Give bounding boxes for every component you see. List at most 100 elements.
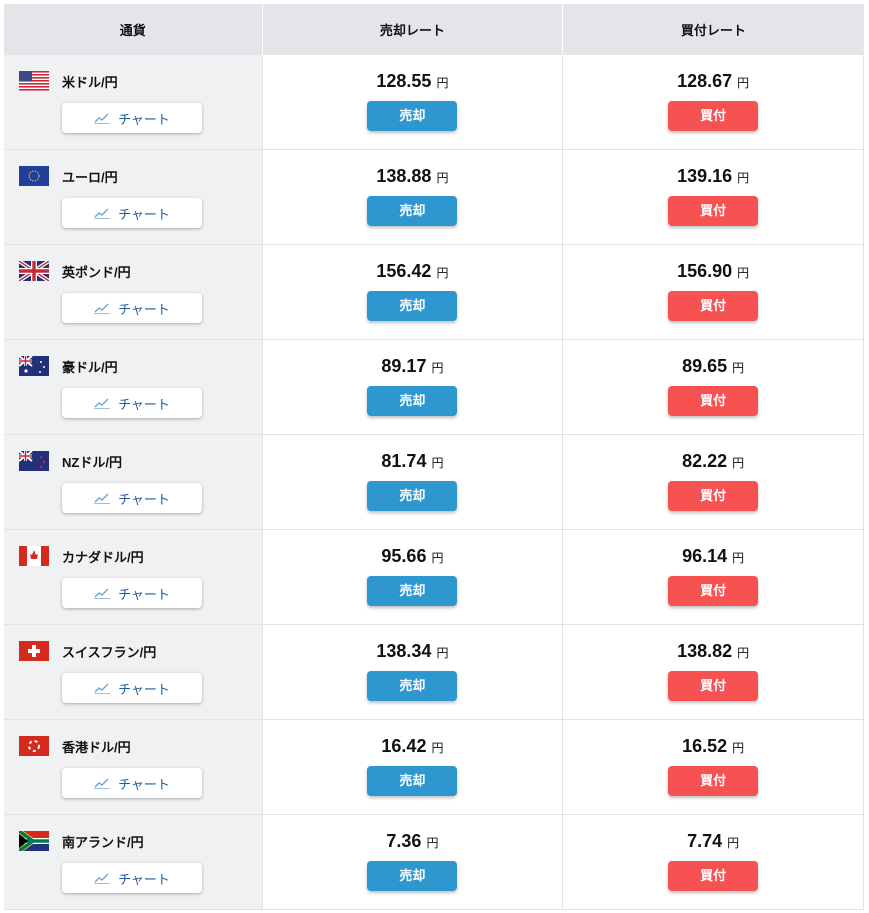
- us-flag-icon: [19, 71, 49, 91]
- sell-rate-cell: 138.88 円売却: [262, 149, 564, 245]
- buy-rate-value: 7.74: [687, 831, 723, 851]
- buy-rate-cell: 96.14 円買付: [562, 529, 864, 625]
- sell-button[interactable]: 売却: [367, 481, 458, 511]
- buy-rate-value: 156.90: [677, 261, 733, 281]
- sell-button[interactable]: 売却: [367, 386, 458, 416]
- buy-rate-value: 128.67: [677, 71, 733, 91]
- currency-pair-name: 南アランド/円: [62, 834, 144, 850]
- chart-label: チャート: [118, 301, 170, 317]
- yen-unit: 円: [436, 76, 449, 90]
- chart-button[interactable]: チャート: [62, 673, 202, 703]
- chart-button[interactable]: チャート: [62, 103, 202, 133]
- line-chart-icon: [94, 113, 111, 124]
- sell-button[interactable]: 売却: [367, 101, 458, 131]
- sell-rate-cell: 89.17 円売却: [262, 339, 564, 435]
- currency-cell: 豪ドル/円 チャート: [4, 339, 263, 435]
- sell-rate-cell: 81.74 円売却: [262, 434, 564, 530]
- line-chart-icon: [94, 398, 111, 409]
- chart-button[interactable]: チャート: [62, 293, 202, 323]
- buy-button[interactable]: 買付: [668, 671, 759, 701]
- chart-button[interactable]: チャート: [62, 578, 202, 608]
- sell-button[interactable]: 売却: [367, 196, 458, 226]
- buy-rate-cell: 16.52 円買付: [562, 719, 864, 815]
- currency-pair-name: 豪ドル/円: [62, 359, 118, 375]
- chart-label: チャート: [118, 586, 170, 602]
- currency-row: 英ポンド/円 チャート 156.42 円売却 156.90 円買付: [4, 244, 864, 340]
- currency-pair-name: ユーロ/円: [62, 169, 118, 185]
- buy-button[interactable]: 買付: [668, 861, 759, 891]
- chart-button[interactable]: チャート: [62, 388, 202, 418]
- hk-flag-icon: [19, 736, 49, 756]
- currency-cell: 米ドル/円 チャート: [4, 55, 263, 150]
- currency-row: カナダドル/円 チャート 95.66 円売却 96.14 円買付: [4, 529, 864, 625]
- currency-row: 米ドル/円 チャート 128.55 円売却 128.67 円買付: [4, 55, 864, 150]
- currency-cell: NZドル/円 チャート: [4, 434, 263, 530]
- chart-button[interactable]: チャート: [62, 198, 202, 228]
- sell-button[interactable]: 売却: [367, 766, 458, 796]
- yen-unit: 円: [431, 741, 444, 755]
- yen-unit: 円: [732, 741, 745, 755]
- yen-unit: 円: [431, 361, 444, 375]
- chart-label: チャート: [118, 396, 170, 412]
- ca-flag-icon: [19, 546, 49, 566]
- currency-cell: 英ポンド/円 チャート: [4, 244, 263, 340]
- chart-button[interactable]: チャート: [62, 483, 202, 513]
- yen-unit: 円: [732, 456, 745, 470]
- buy-button[interactable]: 買付: [668, 386, 759, 416]
- line-chart-icon: [94, 778, 111, 789]
- buy-rate-cell: 156.90 円買付: [562, 244, 864, 340]
- line-chart-icon: [94, 873, 111, 884]
- buy-button[interactable]: 買付: [668, 576, 759, 606]
- buy-rate-cell: 82.22 円買付: [562, 434, 864, 530]
- chart-button[interactable]: チャート: [62, 863, 202, 893]
- line-chart-icon: [94, 208, 111, 219]
- header-currency: 通貨: [4, 4, 263, 55]
- buy-rate-value: 89.65: [682, 356, 728, 376]
- buy-rate-cell: 89.65 円買付: [562, 339, 864, 435]
- sell-rate-cell: 138.34 円売却: [262, 624, 564, 720]
- currency-pair-name: 香港ドル/円: [62, 739, 131, 755]
- line-chart-icon: [94, 683, 111, 694]
- yen-unit: 円: [431, 456, 444, 470]
- ch-flag-icon: [19, 641, 49, 661]
- currency-row: ユーロ/円 チャート 138.88 円売却 139.16 円買付: [4, 149, 864, 245]
- yen-unit: 円: [737, 266, 750, 280]
- buy-rate-value: 16.52: [682, 736, 728, 756]
- sell-button[interactable]: 売却: [367, 291, 458, 321]
- yen-unit: 円: [737, 171, 750, 185]
- sell-button[interactable]: 売却: [367, 861, 458, 891]
- chart-label: チャート: [118, 206, 170, 222]
- eu-flag-icon: [19, 166, 49, 186]
- currency-pair-name: カナダドル/円: [62, 549, 144, 565]
- yen-unit: 円: [732, 551, 745, 565]
- chart-label: チャート: [118, 871, 170, 887]
- buy-button[interactable]: 買付: [668, 766, 759, 796]
- au-flag-icon: [19, 356, 49, 376]
- buy-button[interactable]: 買付: [668, 196, 759, 226]
- sell-button[interactable]: 売却: [367, 671, 458, 701]
- yen-unit: 円: [737, 76, 750, 90]
- yen-unit: 円: [431, 551, 444, 565]
- currency-row: スイスフラン/円 チャート 138.34 円売却 138.82 円買付: [4, 624, 864, 720]
- currency-cell: 香港ドル/円 チャート: [4, 719, 263, 815]
- currency-row: 豪ドル/円 チャート 89.17 円売却 89.65 円買付: [4, 339, 864, 435]
- sell-rate-value: 7.36: [386, 831, 422, 851]
- chart-label: チャート: [118, 776, 170, 792]
- yen-unit: 円: [436, 266, 449, 280]
- sell-button[interactable]: 売却: [367, 576, 458, 606]
- chart-label: チャート: [118, 111, 170, 127]
- chart-label: チャート: [118, 491, 170, 507]
- yen-unit: 円: [732, 361, 745, 375]
- sell-rate-cell: 95.66 円売却: [262, 529, 564, 625]
- yen-unit: 円: [426, 836, 439, 850]
- buy-button[interactable]: 買付: [668, 101, 759, 131]
- yen-unit: 円: [436, 171, 449, 185]
- buy-button[interactable]: 買付: [668, 481, 759, 511]
- header-buy-rate: 買付レート: [562, 4, 864, 55]
- header-sell-rate: 売却レート: [262, 4, 564, 55]
- chart-button[interactable]: チャート: [62, 768, 202, 798]
- sell-rate-value: 16.42: [381, 736, 427, 756]
- buy-button[interactable]: 買付: [668, 291, 759, 321]
- sell-rate-value: 95.66: [381, 546, 427, 566]
- currency-pair-name: 英ポンド/円: [62, 264, 131, 280]
